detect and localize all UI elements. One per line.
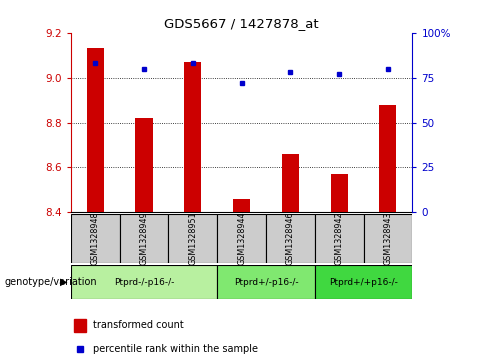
- Text: percentile rank within the sample: percentile rank within the sample: [93, 344, 258, 354]
- Text: GSM1328951: GSM1328951: [188, 212, 197, 265]
- Text: GSM1328946: GSM1328946: [286, 212, 295, 265]
- Bar: [120, 214, 168, 263]
- Bar: [364, 214, 412, 263]
- Text: GSM1328948: GSM1328948: [91, 212, 100, 265]
- Text: transformed count: transformed count: [93, 321, 183, 330]
- Text: ▶: ▶: [60, 277, 67, 287]
- Bar: [315, 214, 364, 263]
- Bar: [184, 62, 201, 212]
- Bar: [71, 265, 217, 299]
- Text: GSM1328944: GSM1328944: [237, 212, 246, 265]
- Bar: [282, 154, 299, 212]
- Text: GSM1328943: GSM1328943: [384, 212, 392, 265]
- Bar: [217, 265, 315, 299]
- Bar: [135, 118, 152, 212]
- Bar: [71, 214, 120, 263]
- Text: GSM1328949: GSM1328949: [140, 212, 148, 265]
- Bar: [331, 174, 347, 212]
- Text: Ptprd-/-p16-/-: Ptprd-/-p16-/-: [114, 278, 174, 287]
- Bar: [380, 105, 396, 212]
- Bar: [74, 319, 86, 332]
- Bar: [87, 48, 104, 212]
- Bar: [217, 214, 266, 263]
- Text: Ptprd+/-p16-/-: Ptprd+/-p16-/-: [234, 278, 298, 287]
- Text: genotype/variation: genotype/variation: [5, 277, 98, 287]
- Text: Ptprd+/+p16-/-: Ptprd+/+p16-/-: [329, 278, 398, 287]
- Bar: [266, 214, 315, 263]
- Bar: [315, 265, 412, 299]
- Bar: [168, 214, 217, 263]
- Bar: [233, 199, 250, 212]
- Title: GDS5667 / 1427878_at: GDS5667 / 1427878_at: [164, 17, 319, 30]
- Text: GSM1328942: GSM1328942: [335, 212, 344, 265]
